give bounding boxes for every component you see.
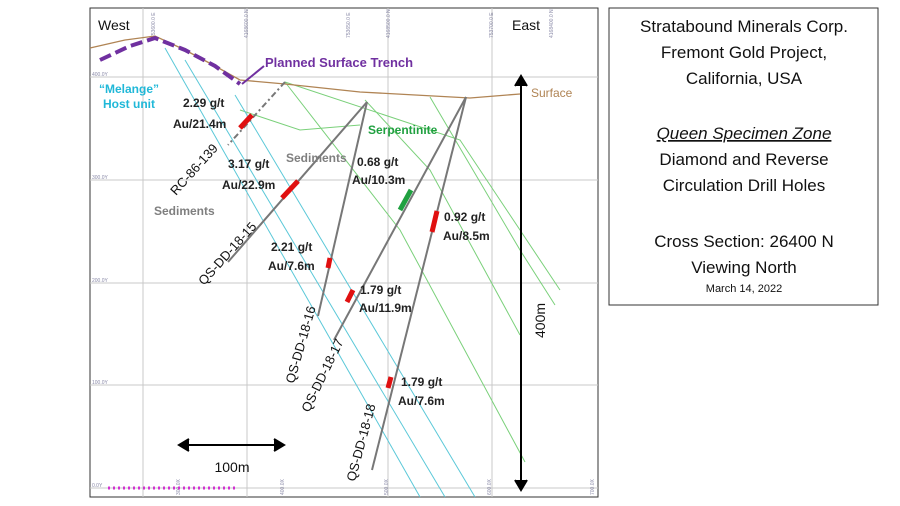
arrow-head: [514, 74, 528, 87]
intercept-label: 2.21 g/t Au/7.6m: [268, 240, 315, 273]
grade: 3.17 g/t: [228, 157, 269, 171]
grade: 0.92 g/t: [444, 210, 485, 224]
drill-hole: [227, 81, 286, 146]
grid-label: 400.0Y: [92, 72, 109, 78]
intercept: [325, 257, 333, 269]
contact-line: [184, 59, 446, 498]
melange-label: “Melange” Host unit: [99, 82, 159, 111]
info-description: Diamond and Reverse: [659, 150, 828, 169]
info-section: Cross Section: 26400 N: [654, 232, 834, 251]
grade: 1.79 g/t: [360, 283, 401, 297]
interval: Au/7.6m: [398, 394, 445, 408]
info-location: California, USA: [686, 69, 803, 88]
sediments-label: Sediments: [286, 151, 347, 165]
melange-line: Host unit: [103, 97, 155, 111]
melange-line: “Melange”: [99, 82, 159, 96]
contact-line: [239, 109, 361, 131]
grid-label: 4168400.0 N: [549, 9, 555, 38]
info-box: [608, 7, 879, 306]
grid-label: 700.0X: [590, 478, 596, 495]
grid-label: 753600.0 E: [151, 12, 157, 38]
intercept-label: 1.79 g/t Au/7.6m: [398, 375, 445, 408]
intercept: [280, 179, 300, 200]
info-zone: Queen Specimen Zone: [657, 124, 832, 143]
interval: Au/11.9m: [359, 301, 412, 315]
intercept: [429, 210, 440, 233]
interval: Au/22.9m: [222, 178, 275, 192]
grid-label: 200.0Y: [92, 278, 109, 284]
horizontal-scale-label: 100m: [214, 459, 249, 475]
grid-label: 753700.0 E: [489, 12, 495, 38]
intercept: [238, 113, 254, 130]
drill-hole: [317, 101, 368, 317]
grade: 1.79 g/t: [401, 375, 442, 389]
arrow-head: [514, 479, 528, 492]
intercept-label: 1.79 g/t Au/11.9m: [359, 283, 412, 315]
grid-label: 500.0X: [384, 478, 390, 495]
intercept-label: 3.17 g/t Au/22.9m: [222, 157, 275, 192]
grid-label: 4168500.0 N: [386, 9, 392, 38]
intercept: [344, 288, 356, 304]
intercept-label: 0.92 g/t Au/8.5m: [443, 210, 490, 243]
info-description: Circulation Drill Holes: [663, 176, 826, 195]
west-label: West: [98, 17, 130, 33]
grade: 2.29 g/t: [183, 96, 224, 110]
contact-line: [164, 47, 421, 498]
grid-label: 0.0Y: [92, 483, 103, 489]
drill-hole: [371, 96, 467, 471]
grid-label: 300.0Y: [92, 175, 109, 181]
east-label: East: [512, 17, 540, 33]
intercept: [397, 188, 414, 212]
contact-line: [234, 94, 476, 498]
grid-label: 400.0X: [280, 478, 286, 495]
sediments-label: Sediments: [154, 204, 215, 218]
grade: 0.68 g/t: [357, 155, 398, 169]
contact-line: [284, 81, 526, 463]
serpentinite-label: Serpentinite: [368, 123, 438, 137]
contact-line: [284, 81, 561, 291]
trench-label: Planned Surface Trench: [265, 55, 413, 70]
info-company: Stratabound Minerals Corp.: [640, 17, 848, 36]
grid-label: 753650.0 E: [346, 12, 352, 38]
grid-label: 600.0X: [487, 478, 493, 495]
intercept-marks: [238, 113, 440, 389]
arrow-head: [177, 438, 190, 452]
grid-label: 100.0Y: [92, 380, 109, 386]
grade: 2.21 g/t: [271, 240, 312, 254]
interval: Au/7.6m: [268, 259, 315, 273]
surface-label: Surface: [531, 86, 573, 100]
sediment-contacts: [164, 47, 476, 498]
planned-trench: [99, 35, 242, 86]
serpentinite-contacts: [239, 81, 561, 463]
grid-label: 4168600.0 N: [244, 9, 250, 38]
info-date: March 14, 2022: [706, 283, 782, 295]
section-frame: [89, 7, 599, 498]
vertical-scale: [514, 74, 528, 492]
intercept: [385, 376, 394, 389]
interval: Au/10.3m: [352, 173, 405, 187]
intercept-label: 0.68 g/t Au/10.3m: [352, 155, 405, 187]
vertical-scale-label: 400m: [532, 303, 548, 338]
intercept-label: 2.29 g/t Au/21.4m: [173, 96, 226, 131]
info-view: Viewing North: [691, 258, 797, 277]
trench-arrow: [241, 65, 265, 85]
horizontal-scale: [177, 438, 286, 452]
interval: Au/21.4m: [173, 117, 226, 131]
drill-hole: [333, 96, 467, 341]
intercept-labels: 2.29 g/t Au/21.4m 3.17 g/t Au/22.9m 0.68 g…: [173, 96, 490, 408]
contact-line: [364, 99, 521, 336]
info-project: Fremont Gold Project,: [661, 43, 827, 62]
interval: Au/8.5m: [443, 229, 490, 243]
arrow-head: [273, 438, 286, 452]
